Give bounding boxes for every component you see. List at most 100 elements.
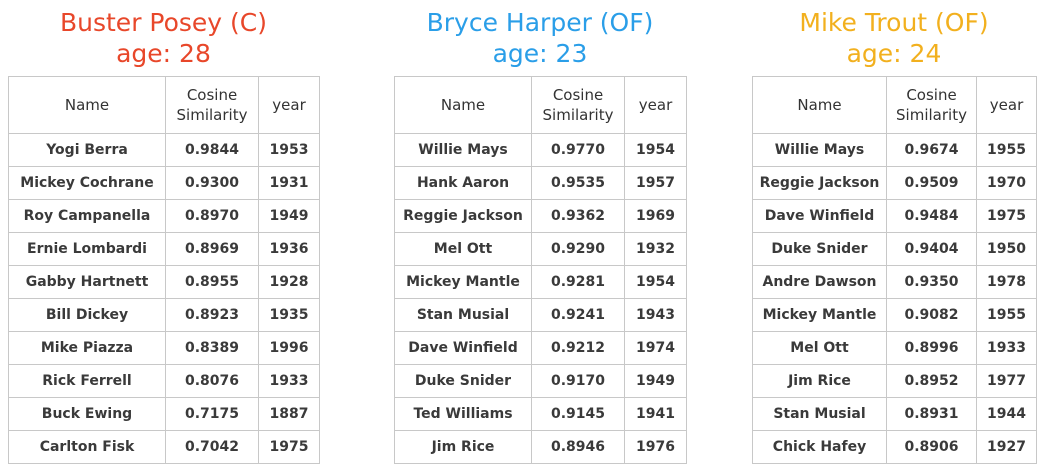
similarity-cell: 0.9290	[531, 232, 625, 266]
year-cell: 1976	[624, 430, 687, 464]
player-name-cell: Duke Snider	[752, 232, 887, 266]
table-row: Carlton Fisk 0.7042 1975	[8, 430, 320, 464]
player-name-cell: Chick Hafey	[752, 430, 887, 464]
table-row: Stan Musial 0.9241 1943	[394, 298, 687, 332]
player-name-cell: Roy Campanella	[8, 199, 166, 233]
table-row: Rick Ferrell 0.8076 1933	[8, 364, 320, 398]
similarity-cell: 0.8946	[531, 430, 625, 464]
name-column-header: Name	[394, 76, 532, 134]
player-name-cell: Jim Rice	[752, 364, 887, 398]
player-name-cell: Ernie Lombardi	[8, 232, 166, 266]
player-name-cell: Mike Piazza	[8, 331, 166, 365]
similarity-cell: 0.9170	[531, 364, 625, 398]
similarity-table: Name Cosine Similarity year Willie Mays 0.…	[394, 76, 687, 464]
panel-harper: Bryce Harper (OF) age: 23 Name Cosine Sim…	[394, 0, 687, 464]
similarity-cell: 0.9212	[531, 331, 625, 365]
table-row: Mickey Mantle 0.9082 1955	[752, 298, 1037, 332]
year-cell: 1928	[258, 265, 320, 299]
panel-header: Mike Trout (OF) age: 24	[752, 7, 1036, 69]
player-name-cell: Mel Ott	[752, 331, 887, 365]
table-row: Ernie Lombardi 0.8969 1936	[8, 232, 320, 266]
similarity-cell: 0.9404	[886, 232, 977, 266]
player-name-cell: Dave Winfield	[752, 199, 887, 233]
similarity-cell: 0.7175	[165, 397, 259, 431]
similarity-cell: 0.8952	[886, 364, 977, 398]
similarity-table: Name Cosine Similarity year Willie Mays 0.…	[752, 76, 1037, 464]
similarity-cell: 0.8969	[165, 232, 259, 266]
table-row: Jim Rice 0.8952 1977	[752, 364, 1037, 398]
player-name: Bryce Harper (OF)	[426, 8, 654, 37]
year-cell: 1975	[258, 430, 320, 464]
similarity-header-line2: Similarity	[896, 106, 967, 124]
table-body: Willie Mays 0.9674 1955 Reggie Jackson 0.950…	[752, 133, 1037, 464]
player-name-cell: Buck Ewing	[8, 397, 166, 431]
table-row: Mel Ott 0.8996 1933	[752, 331, 1037, 365]
similarity-cell: 0.9674	[886, 133, 977, 167]
year-cell: 1949	[624, 364, 687, 398]
year-cell: 1955	[976, 133, 1037, 167]
player-name-cell: Mickey Mantle	[752, 298, 887, 332]
year-cell: 1932	[624, 232, 687, 266]
player-name: Buster Posey (C)	[59, 8, 268, 37]
year-cell: 1953	[258, 133, 320, 167]
year-cell: 1974	[624, 331, 687, 365]
similarity-column-header: Cosine Similarity	[886, 76, 977, 134]
similarity-cell: 0.9509	[886, 166, 977, 200]
similarity-cell: 0.9484	[886, 199, 977, 233]
player-name-cell: Reggie Jackson	[752, 166, 887, 200]
player-name-cell: Dave Winfield	[394, 331, 532, 365]
panel-posey: Buster Posey (C) age: 28 Name Cosine Simi…	[8, 0, 320, 464]
year-cell: 1955	[976, 298, 1037, 332]
table-row: Ted Williams 0.9145 1941	[394, 397, 687, 431]
table-row: Dave Winfield 0.9484 1975	[752, 199, 1037, 233]
table-row: Andre Dawson 0.9350 1978	[752, 265, 1037, 299]
header-row: Name Cosine Similarity year	[394, 76, 687, 134]
table-row: Stan Musial 0.8931 1944	[752, 397, 1037, 431]
header-row: Name Cosine Similarity year	[8, 76, 320, 134]
year-column-header: year	[976, 76, 1037, 134]
player-name: Mike Trout (OF)	[799, 8, 989, 37]
player-name-cell: Gabby Hartnett	[8, 265, 166, 299]
year-cell: 1944	[976, 397, 1037, 431]
similarity-cell: 0.9770	[531, 133, 625, 167]
similarity-cell: 0.9082	[886, 298, 977, 332]
year-cell: 1933	[258, 364, 320, 398]
year-cell: 1954	[624, 265, 687, 299]
year-cell: 1996	[258, 331, 320, 365]
table-row: Mel Ott 0.9290 1932	[394, 232, 687, 266]
panel-trout: Mike Trout (OF) age: 24 Name Cosine Simil…	[752, 0, 1037, 464]
year-cell: 1935	[258, 298, 320, 332]
year-column-header: year	[258, 76, 320, 134]
similarity-cell: 0.8931	[886, 397, 977, 431]
year-column-header: year	[624, 76, 687, 134]
table-row: Buck Ewing 0.7175 1887	[8, 397, 320, 431]
player-name-cell: Andre Dawson	[752, 265, 887, 299]
similarity-cell: 0.9362	[531, 199, 625, 233]
year-cell: 1927	[976, 430, 1037, 464]
similarity-cell: 0.8923	[165, 298, 259, 332]
table-row: Jim Rice 0.8946 1976	[394, 430, 687, 464]
table-row: Mickey Mantle 0.9281 1954	[394, 265, 687, 299]
similarity-cell: 0.8996	[886, 331, 977, 365]
similarity-header-line1: Cosine	[186, 86, 238, 104]
year-cell: 1931	[258, 166, 320, 200]
table-row: Reggie Jackson 0.9509 1970	[752, 166, 1037, 200]
similarity-cell: 0.8906	[886, 430, 977, 464]
year-cell: 1970	[976, 166, 1037, 200]
player-name-cell: Duke Snider	[394, 364, 532, 398]
similarity-column-header: Cosine Similarity	[165, 76, 259, 134]
similarity-cell: 0.7042	[165, 430, 259, 464]
year-cell: 1950	[976, 232, 1037, 266]
player-age: age: 28	[116, 39, 211, 68]
header-row: Name Cosine Similarity year	[752, 76, 1037, 134]
player-name-cell: Mel Ott	[394, 232, 532, 266]
player-name-cell: Carlton Fisk	[8, 430, 166, 464]
name-column-header: Name	[8, 76, 166, 134]
similarity-header-line1: Cosine	[906, 86, 957, 104]
player-name-cell: Ted Williams	[394, 397, 532, 431]
similarity-cell: 0.8955	[165, 265, 259, 299]
similarity-cell: 0.9145	[531, 397, 625, 431]
similarity-cell: 0.8970	[165, 199, 259, 233]
table-row: Dave Winfield 0.9212 1974	[394, 331, 687, 365]
similarity-cell: 0.8389	[165, 331, 259, 365]
